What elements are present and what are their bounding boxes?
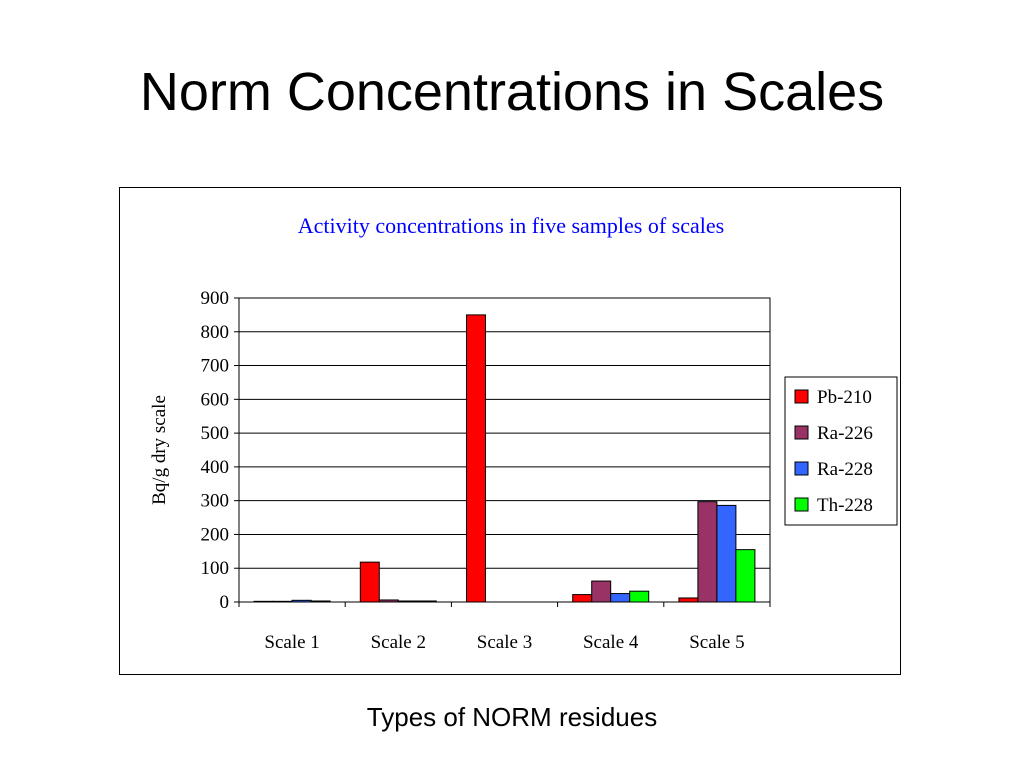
bar-pb-210-scale-1 (253, 600, 274, 603)
bar-ra-228-scale-2 (397, 600, 418, 603)
x-tick-label: Scale 4 (583, 632, 639, 653)
legend-swatch (794, 389, 809, 404)
bar-th-228-scale-4 (629, 590, 650, 603)
y-tick-label: 0 (220, 592, 230, 613)
legend-swatch (794, 497, 809, 512)
legend-label: Pb-210 (817, 387, 872, 408)
legend-label: Th-228 (817, 495, 873, 516)
y-tick-label: 400 (201, 457, 230, 478)
bar-pb-210-scale-5 (678, 597, 699, 603)
bar-pb-210-scale-4 (572, 594, 593, 603)
bar-ra-228-scale-4 (610, 593, 631, 603)
legend: Pb-210 Ra-226 Ra-228 Th-228 (784, 376, 898, 526)
bar-ra-228-scale-5 (716, 504, 737, 603)
x-tick-label: Scale 2 (371, 632, 426, 653)
plot-border (238, 297, 771, 603)
bar-ra-226-scale-1 (272, 600, 293, 603)
bar-ra-228-scale-1 (291, 599, 312, 603)
x-tick-label: Scale 5 (689, 632, 744, 653)
bar-ra-226-scale-2 (378, 599, 399, 603)
chart-frame (119, 187, 901, 675)
x-tick-label: Scale 1 (264, 632, 319, 653)
y-tick-label: 800 (201, 322, 230, 343)
legend-label: Ra-228 (817, 459, 873, 480)
bar-pb-210-scale-3 (466, 314, 486, 603)
y-tick-label: 900 (201, 288, 230, 309)
plot-area: 0 100 200 300 400 500 600 700 800 900 Scale 1 Scale… (201, 288, 771, 653)
legend-swatch (794, 461, 809, 476)
y-tick-label: 700 (201, 356, 230, 377)
bar-ra-226-scale-4 (591, 580, 612, 603)
y-tick-label: 300 (201, 491, 230, 512)
y-tick-label: 200 (201, 524, 230, 545)
bar-pb-210-scale-2 (359, 561, 380, 603)
bar-ra-226-scale-5 (697, 501, 718, 603)
slide-caption: Types of NORM residues (366, 702, 658, 732)
bar-th-228-scale-1 (310, 600, 331, 603)
legend-label: Ra-226 (817, 423, 873, 444)
slide-title: Norm Concentrations in Scales (139, 62, 885, 122)
x-tick-label: Scale 3 (477, 632, 532, 653)
y-tick-label: 500 (201, 423, 230, 444)
chart-title: Activity concentrations in five samples … (298, 213, 724, 238)
bar-chart: Activity concentrations in five samples … (149, 213, 898, 653)
bar-th-228-scale-5 (735, 549, 756, 603)
bar-th-228-scale-2 (416, 600, 437, 603)
y-tick-label: 600 (201, 389, 230, 410)
y-axis-label: Bq/g dry scale (149, 395, 170, 505)
y-tick-label: 100 (201, 558, 230, 579)
legend-swatch (794, 425, 809, 440)
